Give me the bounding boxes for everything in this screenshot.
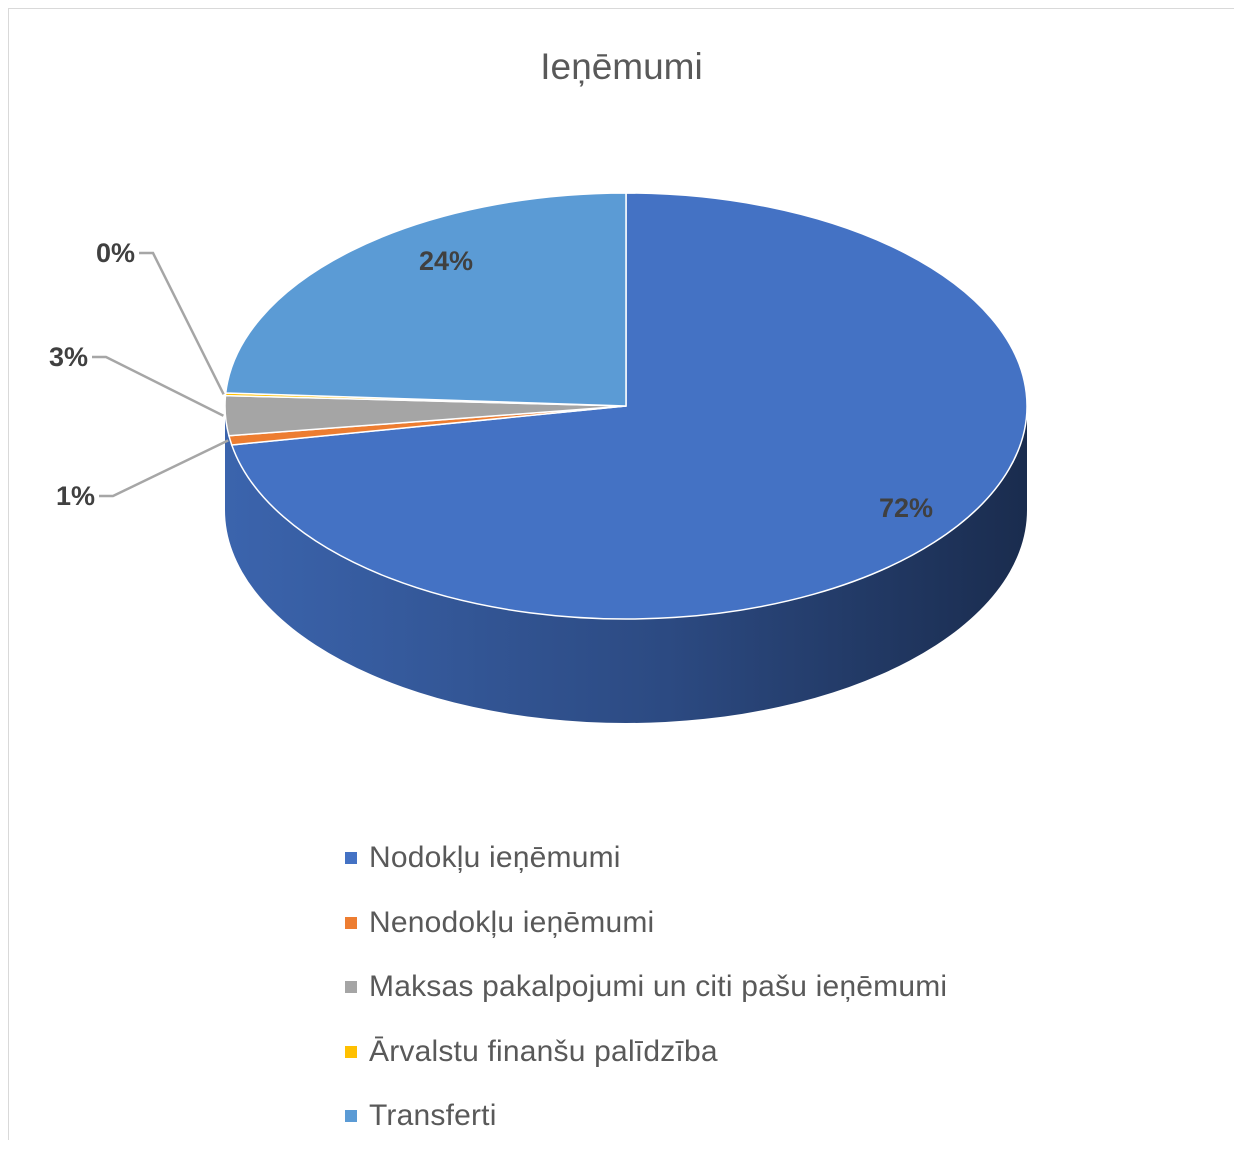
data-label-nenodoklu-ienemumi: 1% <box>56 481 95 511</box>
legend-label: Ārvalstu finanšu palīdzība <box>369 1034 718 1068</box>
legend-swatch <box>345 981 357 994</box>
leader-line-maksas-pakalpojumi-un-citi-pasu-ienemumi <box>92 355 224 417</box>
data-label-arvalstu-finansu-palidziba: 0% <box>96 238 135 268</box>
leader-line-arvalstu-finansu-palidziba <box>139 251 225 395</box>
pie-slice-transferti <box>224 192 627 407</box>
legend-swatch <box>345 916 357 929</box>
legend-item-nenodoklu-ienemumi: Nenodokļu ieņēmumi <box>345 891 947 956</box>
data-label-maksas-pakalpojumi-un-citi-pasu-ienemumi: 3% <box>49 342 88 372</box>
legend-item-nodoklu-ienemumi: Nodokļu ieņēmumi <box>345 826 947 891</box>
pie-slices <box>224 192 1028 620</box>
data-label-nodoklu-ienemumi: 72% <box>879 493 933 523</box>
chart-title: Ieņēmumi <box>540 46 703 87</box>
pie-slice-nodoklu-ienemumi <box>230 192 1028 620</box>
pie-side <box>225 406 1027 723</box>
legend-label: Transferti <box>369 1099 497 1133</box>
leader-lines <box>92 251 229 498</box>
leader-line-nenodoklu-ienemumi <box>99 439 229 498</box>
chart-frame <box>8 8 1234 1140</box>
legend-item-arvalstu-finansu-palidziba: Ārvalstu finanšu palīdzība <box>345 1020 947 1085</box>
legend-label: Nodokļu ieņēmumi <box>369 841 621 875</box>
data-labels: 72% 1% 3% 0% 24% <box>49 238 933 523</box>
legend-swatch <box>345 852 357 865</box>
legend-swatch <box>345 1110 357 1123</box>
legend-label: Maksas pakalpojumi un citi pašu ieņēmumi <box>369 970 948 1004</box>
legend: Nodokļu ieņēmumi Nenodokļu ieņēmumi Maksas… <box>345 826 947 1149</box>
pie-side-wall <box>225 406 1027 723</box>
legend-label: Nenodokļu ieņēmumi <box>369 905 655 939</box>
legend-item-maksas-pakalpojumi-un-citi-pasu-ienemumi: Maksas pakalpojumi un citi pašu ieņēmumi <box>345 955 947 1020</box>
legend-item-transferti: Transferti <box>345 1084 947 1149</box>
legend-swatch <box>345 1045 357 1058</box>
data-label-transferti: 24% <box>419 246 473 276</box>
